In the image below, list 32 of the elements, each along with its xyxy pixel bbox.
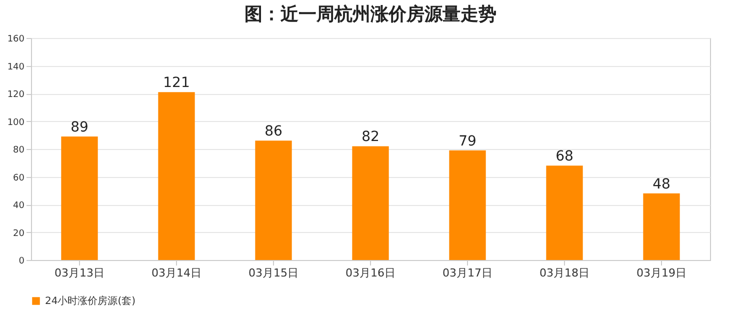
- bar: [158, 92, 195, 260]
- x-tick-label: 03月15日: [248, 266, 298, 280]
- legend-label: 24小时涨价房源(套): [45, 295, 136, 307]
- data-label: 86: [264, 124, 282, 140]
- bar: [643, 193, 680, 260]
- y-tick-label: 40: [13, 201, 25, 211]
- x-tick-label: 03月13日: [54, 266, 104, 280]
- x-tick-label: 03月16日: [346, 266, 396, 280]
- data-label: 82: [362, 129, 380, 146]
- data-label: 68: [556, 148, 574, 165]
- data-label: 48: [652, 176, 670, 192]
- data-label: 121: [163, 75, 190, 92]
- y-tick-label: 60: [13, 173, 25, 184]
- y-tick-label: 140: [7, 62, 25, 72]
- y-tick-label: 0: [18, 256, 25, 266]
- x-tick-label: 03月14日: [152, 266, 202, 280]
- x-tick-label: 03月19日: [636, 266, 686, 280]
- y-tick-label: 100: [7, 118, 25, 128]
- y-tick-label: 20: [13, 228, 25, 239]
- y-tick-label: 80: [13, 146, 25, 156]
- y-tick-label: 120: [7, 90, 25, 100]
- bar: [449, 150, 486, 260]
- bar: [352, 146, 389, 260]
- x-tick-label: 03月17日: [442, 266, 492, 280]
- chart-title: 图：近一周杭州涨价房源量走势: [244, 4, 496, 25]
- bar: [255, 140, 292, 260]
- x-tick-label: 03月18日: [540, 266, 590, 280]
- bar: [61, 136, 98, 260]
- data-label: 89: [70, 120, 88, 136]
- y-tick-label: 160: [7, 34, 25, 44]
- bar: [546, 166, 583, 260]
- data-label: 79: [458, 133, 476, 150]
